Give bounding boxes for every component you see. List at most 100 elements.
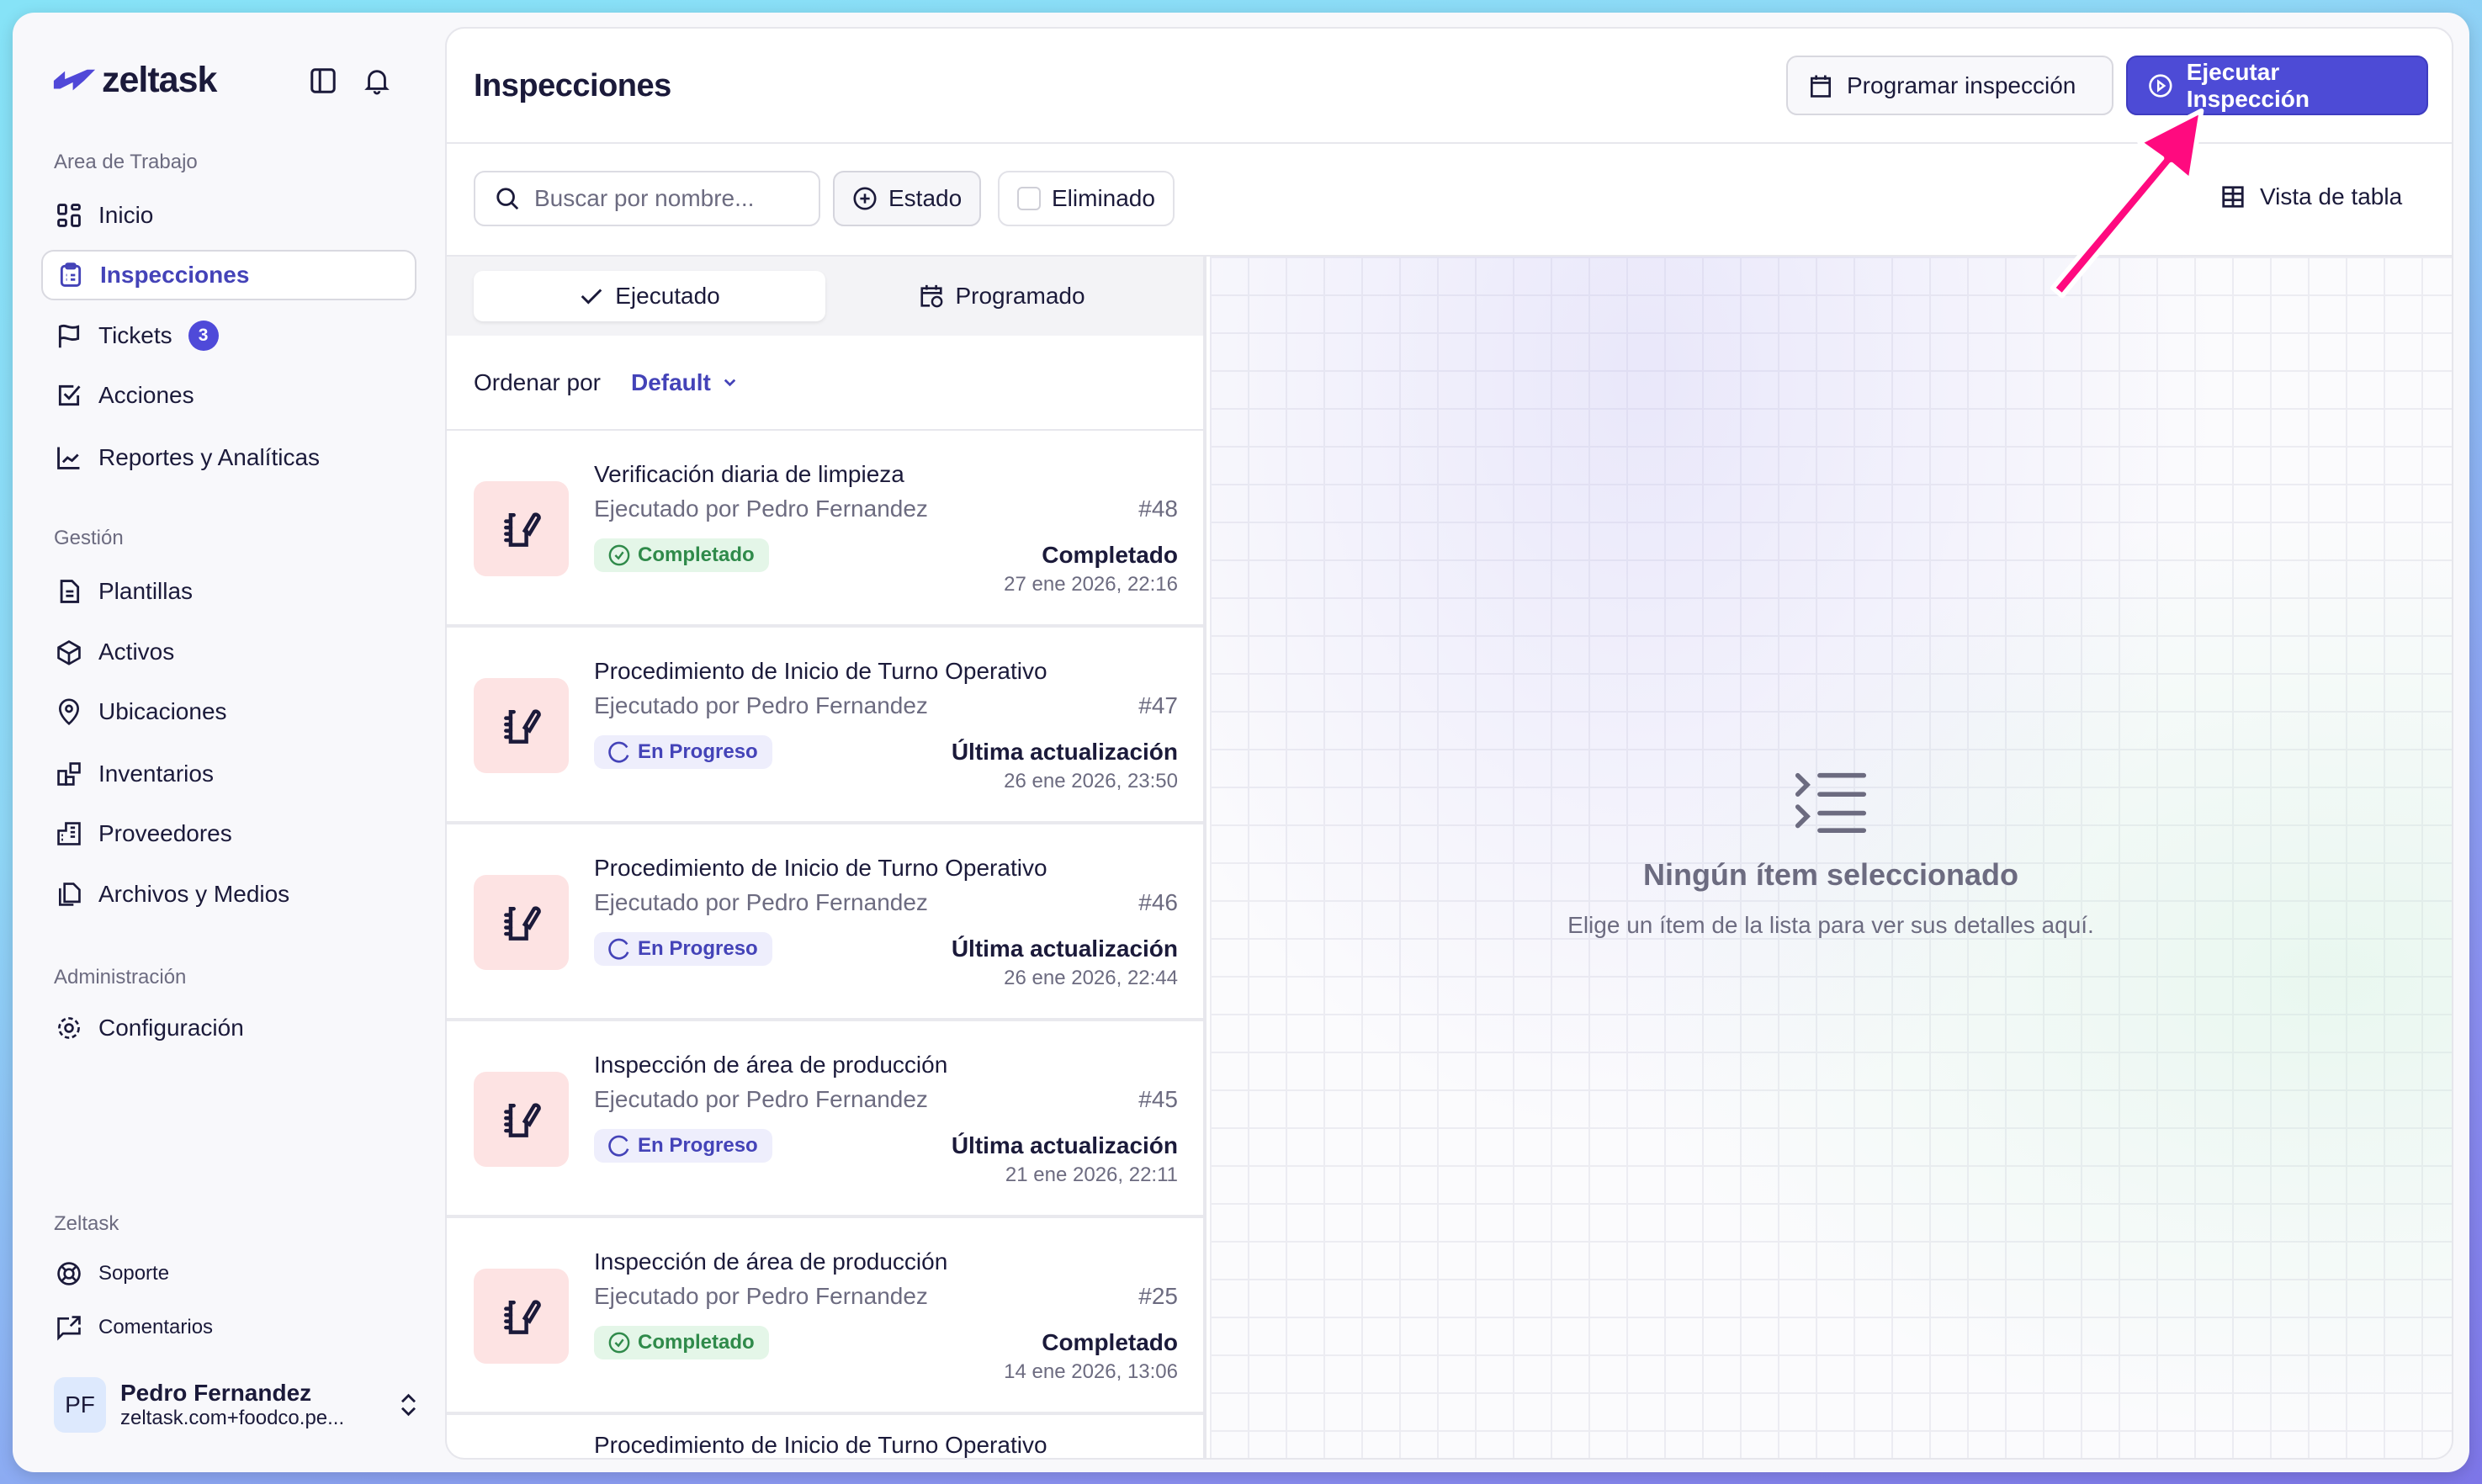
table-view-button[interactable]: Vista de tabla bbox=[2220, 183, 2402, 210]
item-title: Inspección de área de producción bbox=[594, 1052, 948, 1078]
item-executed-by: Ejecutado por Pedro Fernandez bbox=[594, 889, 928, 915]
tab-ejecutado[interactable]: Ejecutado bbox=[474, 271, 825, 321]
check-circle-icon bbox=[608, 1332, 630, 1354]
sort-dropdown[interactable]: Default bbox=[631, 369, 740, 396]
item-executed-by: Ejecutado por Pedro Fernandez bbox=[594, 692, 928, 718]
item-executed-by: Ejecutado por Pedro Fernandez bbox=[594, 1086, 928, 1112]
chevron-down-icon bbox=[724, 379, 736, 387]
sidebar-item-inventarios[interactable]: Inventarios bbox=[41, 749, 416, 799]
plus-circle-icon bbox=[853, 187, 877, 210]
user-menu[interactable]: PF Pedro Fernandez zeltask.com+foodco.pe.… bbox=[54, 1377, 418, 1433]
gear-icon bbox=[58, 1017, 80, 1039]
item-title: Verificación diaria de limpieza bbox=[594, 461, 904, 487]
item-date: 27 ene 2026, 22:16 bbox=[1004, 573, 1178, 596]
item-number: #25 bbox=[1138, 1283, 1178, 1309]
loader-icon bbox=[608, 741, 629, 763]
item-status-label: Última actualización bbox=[951, 1132, 1178, 1158]
sidebar-item-inspecciones[interactable]: Inspecciones bbox=[41, 250, 416, 300]
item-icon bbox=[474, 678, 569, 773]
divider bbox=[447, 255, 2452, 257]
nav-label: Proveedores bbox=[98, 820, 232, 846]
empty-state: Ningún ítem seleccionado Elige un ítem d… bbox=[1210, 771, 2452, 939]
sort-label: Ordenar por bbox=[474, 368, 601, 395]
button-label: Programar inspección bbox=[1847, 72, 2076, 98]
item-number: #48 bbox=[1138, 496, 1178, 522]
list-item[interactable]: Procedimiento de Inicio de Turno Operati… bbox=[447, 824, 1203, 1021]
nav-label: Archivos y Medios bbox=[98, 881, 290, 907]
list-item[interactable]: Inspección de área de producción Ejecutad… bbox=[447, 1218, 1203, 1415]
sidebar-toggle-icon[interactable] bbox=[309, 66, 337, 95]
file-text-icon bbox=[60, 580, 80, 603]
nav-label: Tickets bbox=[98, 322, 172, 348]
sidebar-item-configuracion[interactable]: Configuración bbox=[41, 1003, 416, 1053]
checkbox[interactable] bbox=[1017, 187, 1041, 210]
item-status-label: Completado bbox=[1042, 542, 1178, 568]
search-icon bbox=[496, 188, 519, 210]
sidebar-item-reportes[interactable]: Reportes y Analíticas bbox=[41, 432, 416, 483]
chip-label: Eliminado bbox=[1052, 185, 1155, 211]
item-number: #45 bbox=[1138, 1086, 1178, 1112]
nav-label: Reportes y Analíticas bbox=[98, 444, 321, 470]
item-executed-by: Ejecutado por Pedro Fernandez bbox=[594, 496, 928, 522]
list-item[interactable]: Procedimiento de Inicio de Turno Operati… bbox=[447, 1415, 1203, 1458]
empty-title: Ningún ítem seleccionado bbox=[1642, 857, 2019, 892]
status-badge: En Progreso bbox=[594, 932, 772, 966]
sidebar-item-comentarios[interactable]: Comentarios bbox=[41, 1302, 416, 1353]
run-inspection-button[interactable]: Ejecutar Inspección bbox=[2126, 56, 2428, 115]
list-indent-icon bbox=[1795, 772, 1867, 833]
sidebar-item-ubicaciones[interactable]: Ubicaciones bbox=[41, 686, 416, 737]
list-item[interactable]: Procedimiento de Inicio de Turno Operati… bbox=[447, 628, 1203, 824]
search-input[interactable]: Buscar por nombre... bbox=[474, 171, 820, 226]
badge-label: En Progreso bbox=[638, 1134, 758, 1157]
nav-label: Plantillas bbox=[98, 578, 194, 604]
divider bbox=[447, 142, 2452, 144]
grid-icon bbox=[57, 204, 81, 227]
item-status-label: Última actualización bbox=[951, 935, 1178, 962]
nav-label: Inventarios bbox=[98, 761, 214, 787]
calendar-icon bbox=[1811, 75, 1831, 98]
item-date: 26 ene 2026, 23:50 bbox=[1004, 770, 1178, 792]
sidebar-item-proveedores[interactable]: Proveedores bbox=[41, 808, 416, 859]
play-circle-icon bbox=[2149, 73, 2172, 98]
schedule-inspection-button[interactable]: Programar inspección bbox=[1786, 56, 2113, 115]
list-item[interactable]: Verificación diaria de limpieza Ejecutado… bbox=[447, 431, 1203, 628]
tab-programado[interactable]: Programado bbox=[826, 271, 1178, 321]
sidebar-item-tickets[interactable]: Tickets 3 bbox=[41, 310, 416, 361]
item-date: 21 ene 2026, 22:11 bbox=[1005, 1163, 1178, 1186]
item-number: #47 bbox=[1138, 692, 1178, 718]
nav-label: Soporte bbox=[98, 1262, 170, 1285]
item-number: #46 bbox=[1138, 889, 1178, 915]
nav-label: Configuración bbox=[98, 1015, 244, 1041]
badge-label: En Progreso bbox=[638, 740, 758, 763]
sidebar-item-acciones[interactable]: Acciones bbox=[41, 370, 416, 421]
status-badge: Completado bbox=[594, 538, 769, 572]
check-circle-icon bbox=[608, 544, 630, 566]
sidebar-item-plantillas[interactable]: Plantillas bbox=[41, 566, 416, 617]
nav-label: Comentarios bbox=[98, 1316, 214, 1338]
zeltask-logo-icon bbox=[53, 69, 96, 90]
sidebar-item-inicio[interactable]: Inicio bbox=[41, 190, 416, 241]
logo[interactable]: zeltask bbox=[52, 60, 217, 101]
tab-label: Ejecutado bbox=[615, 283, 720, 309]
list-item[interactable]: Inspección de área de producción Ejecutad… bbox=[447, 1021, 1203, 1218]
sidebar-item-archivos[interactable]: Archivos y Medios bbox=[41, 869, 416, 920]
item-title: Procedimiento de Inicio de Turno Operati… bbox=[594, 855, 1047, 881]
bell-icon[interactable] bbox=[363, 66, 391, 95]
item-status-label: Última actualización bbox=[951, 739, 1178, 765]
deleted-filter-checkbox[interactable]: Eliminado bbox=[998, 171, 1175, 226]
sidebar: zeltask Area de Trabajo Inicio Inspeccio… bbox=[13, 13, 443, 1472]
item-icon bbox=[474, 1269, 569, 1364]
table-icon bbox=[2222, 186, 2244, 208]
user-name: Pedro Fernandez bbox=[120, 1380, 312, 1406]
section-label-zeltask: Zeltask bbox=[54, 1212, 119, 1235]
chevrons-up-down-icon bbox=[401, 1393, 416, 1417]
item-icon bbox=[474, 481, 569, 576]
sidebar-item-soporte[interactable]: Soporte bbox=[41, 1248, 416, 1299]
status-filter-button[interactable]: Estado bbox=[833, 171, 982, 226]
app-window: zeltask Area de Trabajo Inicio Inspeccio… bbox=[13, 13, 2469, 1472]
page-title: Inspecciones bbox=[474, 68, 671, 103]
section-label-gestion: Gestión bbox=[54, 527, 124, 549]
check-square-icon bbox=[58, 384, 81, 406]
sidebar-item-activos[interactable]: Activos bbox=[41, 627, 416, 677]
status-badge: En Progreso bbox=[594, 735, 772, 769]
